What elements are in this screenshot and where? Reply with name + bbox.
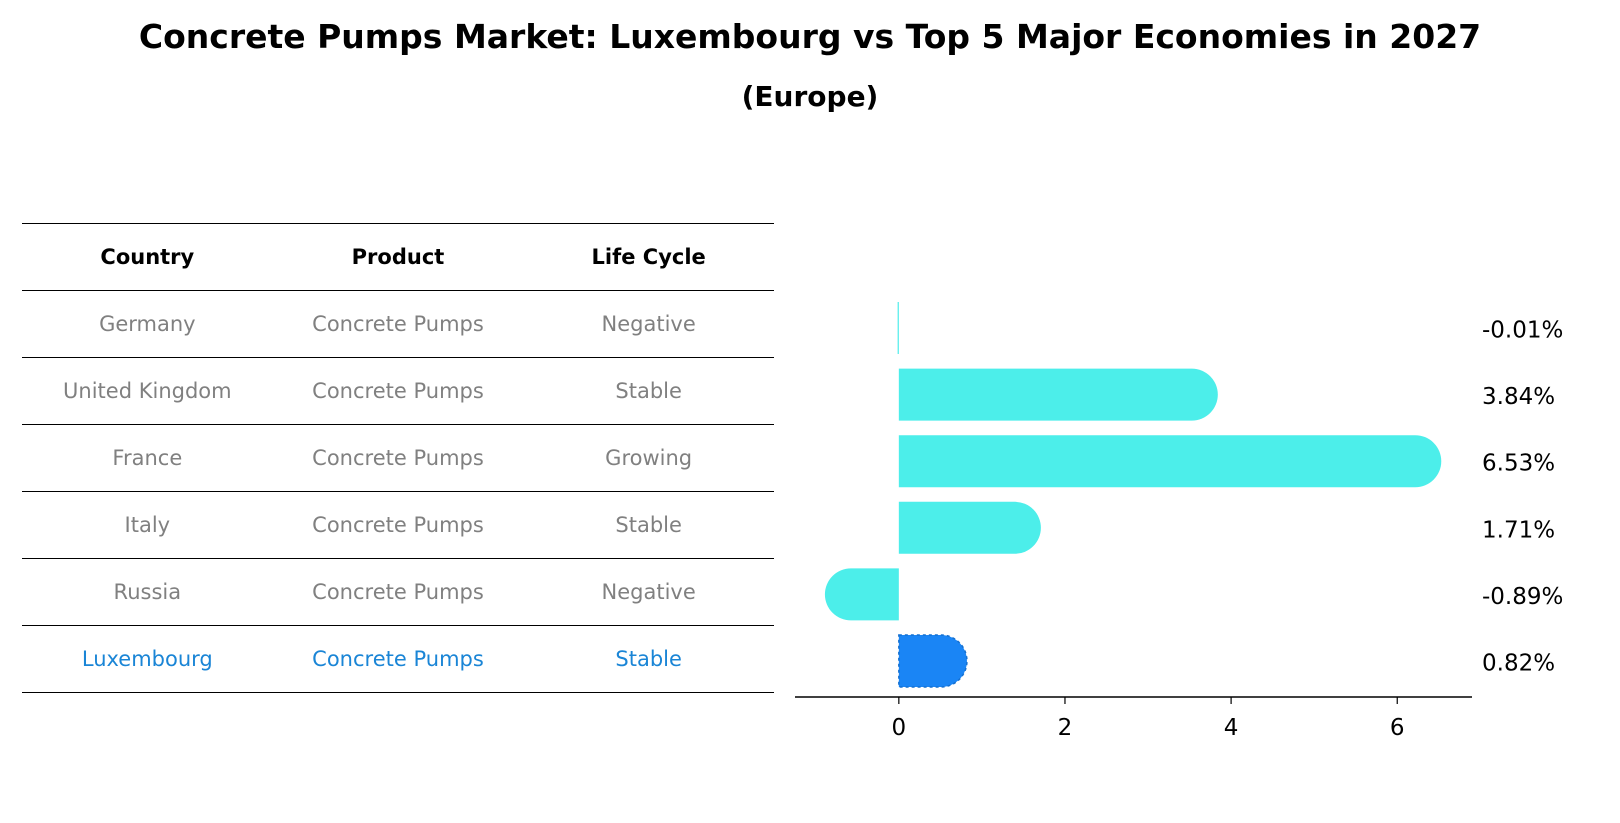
country-cell: France: [22, 424, 273, 492]
country-cell: Germany: [22, 290, 273, 358]
life-cycle-cell: Growing: [523, 424, 774, 492]
product-cell: Concrete Pumps: [272, 558, 524, 626]
country-cell: Luxembourg: [22, 625, 273, 693]
bar: [897, 302, 899, 354]
bar: [898, 435, 1442, 488]
bar-value-label: -0.01%: [1482, 318, 1563, 344]
table-row-highlighted: Luxembourg Concrete Pumps Stable: [22, 625, 774, 693]
product-cell: Concrete Pumps: [272, 424, 524, 492]
table-row: United Kingdom Concrete Pumps Stable: [22, 357, 774, 425]
table-row: Russia Concrete Pumps Negative: [22, 558, 774, 626]
product-cell: Concrete Pumps: [272, 290, 524, 358]
product-cell: Concrete Pumps: [272, 357, 524, 425]
bar: [898, 501, 1041, 554]
bar: [824, 568, 899, 621]
product-cell: Concrete Pumps: [272, 491, 524, 559]
column-header-life-cycle: Life Cycle: [523, 223, 774, 291]
life-cycle-cell: Stable: [523, 491, 774, 559]
bar-value-label: 0.82%: [1482, 651, 1555, 677]
table-header-row: Country Product Life Cycle: [22, 223, 774, 291]
life-cycle-cell: Negative: [523, 290, 774, 358]
bar-value-label: -0.89%: [1482, 584, 1563, 610]
country-cell: Italy: [22, 491, 273, 559]
comparison-table: Country Product Life Cycle Germany Concr…: [22, 223, 774, 693]
x-axis-tick-label: 6: [1390, 715, 1405, 741]
product-cell: Concrete Pumps: [272, 625, 524, 693]
x-axis-tick-label: 4: [1224, 715, 1239, 741]
country-cell: United Kingdom: [22, 357, 273, 425]
bar: [898, 368, 1218, 421]
column-header-product: Product: [272, 223, 524, 291]
chart-subtitle: (Europe): [741, 80, 879, 113]
x-axis-tick-label: 0: [892, 715, 907, 741]
country-cell: Russia: [22, 558, 273, 626]
life-cycle-cell: Stable: [523, 625, 774, 693]
table-row: Italy Concrete Pumps Stable: [22, 491, 774, 559]
table-row: France Concrete Pumps Growing: [22, 424, 774, 492]
column-header-country: Country: [22, 223, 273, 291]
bar-value-label: 6.53%: [1482, 451, 1555, 477]
bar-value-label: 1.71%: [1482, 517, 1555, 543]
bar-highlighted: [898, 634, 968, 688]
table-row: Germany Concrete Pumps Negative: [22, 290, 774, 358]
x-axis-tick-label: 2: [1058, 715, 1073, 741]
bar-value-label: 3.84%: [1482, 384, 1555, 410]
chart-title: Concrete Pumps Market: Luxembourg vs Top…: [138, 17, 1482, 56]
life-cycle-cell: Negative: [523, 558, 774, 626]
